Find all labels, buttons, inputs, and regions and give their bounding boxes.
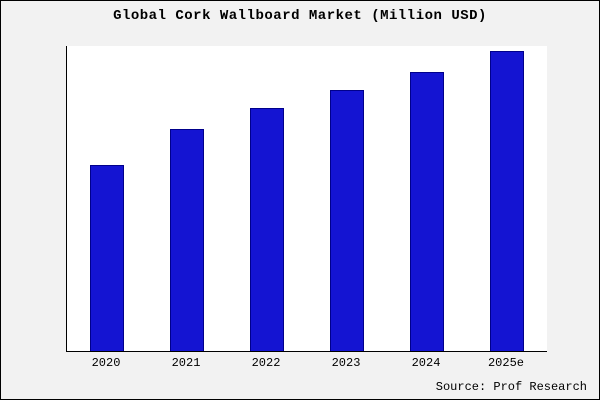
bar-2023 — [330, 90, 364, 351]
bar-2025e — [490, 51, 524, 351]
x-tick-label-2022: 2022 — [251, 356, 281, 370]
bar-column-2025e — [467, 46, 547, 351]
bar-column-2021 — [147, 46, 227, 351]
chart-title: Global Cork Wallboard Market (Million US… — [113, 8, 487, 24]
x-tick-label-2025e: 2025e — [487, 356, 524, 370]
x-tick-label-2020: 2020 — [91, 356, 121, 370]
x-tick-label-2021: 2021 — [171, 356, 201, 370]
plot-area — [66, 46, 547, 352]
x-tick-label-2024: 2024 — [411, 356, 441, 370]
bars-container — [67, 46, 547, 351]
bar-2020 — [90, 165, 124, 351]
bar-column-2023 — [307, 46, 387, 351]
bar-2021 — [170, 129, 204, 351]
bar-column-2024 — [387, 46, 467, 351]
x-tick-label-2023: 2023 — [331, 356, 361, 370]
bar-2024 — [410, 72, 444, 351]
bar-column-2022 — [227, 46, 307, 351]
bar-column-2020 — [67, 46, 147, 351]
bar-2022 — [250, 108, 284, 351]
source-text: Source: Prof Research — [435, 380, 587, 394]
x-axis-labels: 2020 2021 2022 2023 2024 2025e — [66, 356, 546, 370]
